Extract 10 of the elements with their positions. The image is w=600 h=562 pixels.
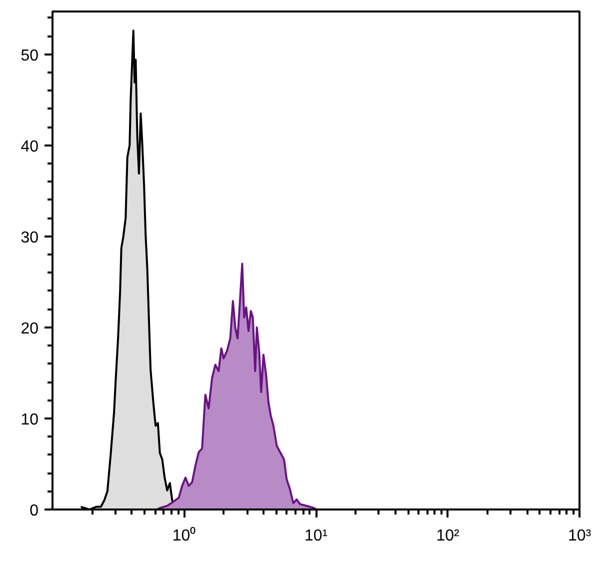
y-tick-label: 20 — [20, 320, 39, 338]
y-tick-label: 50 — [20, 47, 39, 64]
y-tick-label: 0 — [30, 502, 39, 520]
y-tick-label: 10 — [20, 411, 39, 428]
y-tick-label: 30 — [20, 229, 39, 246]
x-tick-label: 10⁰ — [172, 526, 196, 544]
x-tick-label: 10³ — [568, 528, 592, 544]
y-tick-label: 40 — [20, 138, 39, 156]
x-tick-label: 10² — [436, 528, 460, 544]
x-tick-label: 10¹ — [304, 528, 328, 544]
